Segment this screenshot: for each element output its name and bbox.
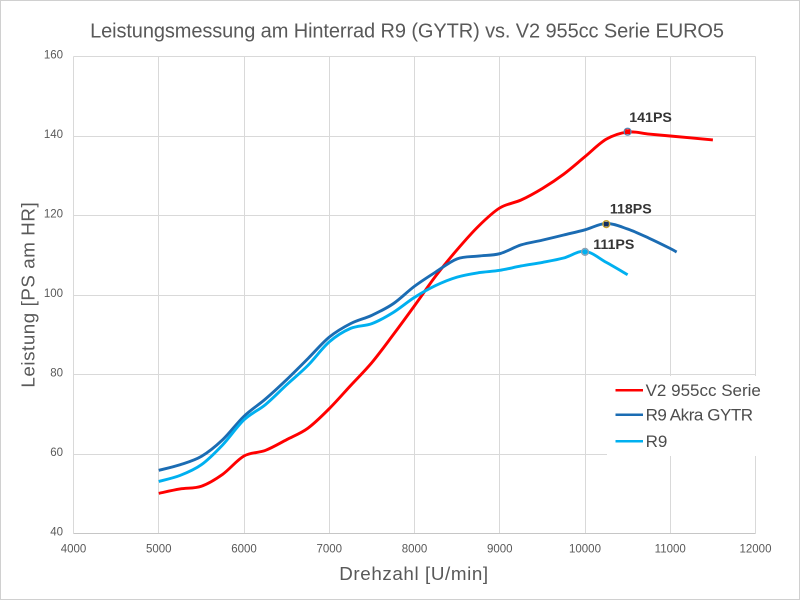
svg-text:10000: 10000	[569, 543, 601, 555]
svg-text:40: 40	[50, 527, 63, 539]
svg-text:8000: 8000	[402, 543, 428, 555]
svg-text:9000: 9000	[487, 543, 513, 555]
svg-text:Leistung [PS am HR]: Leistung [PS am HR]	[17, 202, 38, 388]
svg-text:7000: 7000	[316, 543, 342, 555]
svg-text:R9: R9	[646, 432, 668, 451]
svg-text:V2 955cc Serie: V2 955cc Serie	[646, 381, 761, 400]
svg-text:6000: 6000	[231, 543, 257, 555]
svg-text:4000: 4000	[61, 543, 87, 555]
svg-text:160: 160	[44, 50, 63, 62]
svg-text:R9 Akra GYTR: R9 Akra GYTR	[646, 406, 753, 425]
svg-text:140: 140	[44, 129, 63, 141]
svg-text:5000: 5000	[146, 543, 172, 555]
svg-text:Leistungsmessung am Hinterrad: Leistungsmessung am Hinterrad R9 (GYTR) …	[90, 21, 724, 43]
svg-text:120: 120	[44, 209, 63, 221]
svg-text:60: 60	[50, 447, 63, 459]
svg-text:12000: 12000	[740, 543, 772, 555]
svg-text:118PS: 118PS	[610, 202, 652, 218]
svg-text:111PS: 111PS	[593, 237, 634, 253]
svg-text:100: 100	[44, 288, 63, 300]
svg-text:11000: 11000	[655, 543, 686, 555]
svg-text:80: 80	[50, 368, 63, 380]
svg-text:Drehzahl [U/min]: Drehzahl [U/min]	[339, 563, 488, 584]
svg-text:141PS: 141PS	[629, 110, 672, 126]
